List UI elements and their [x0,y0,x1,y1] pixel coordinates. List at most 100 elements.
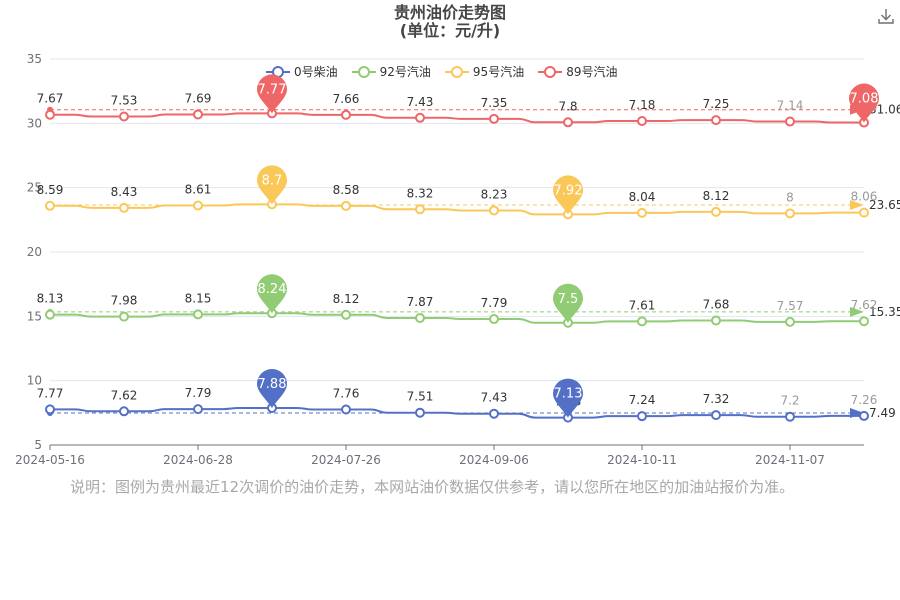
data-label: 8.32 [407,186,434,200]
data-label: 7.2 [780,394,799,408]
y-tick-label: 25 [27,181,42,195]
average-label: 7.49 [869,406,896,420]
data-label: 8.23 [481,187,508,201]
data-point [785,316,795,327]
download-icon[interactable] [876,6,896,26]
data-label: 7.79 [185,386,212,400]
data-label: 8.12 [703,189,730,203]
data-point [45,309,55,320]
data-point [859,207,869,218]
data-label: 8.12 [333,292,360,306]
min-pin-label: 7.92 [554,183,583,198]
data-label: 8 [786,190,794,204]
x-tick-label: 2024-09-06 [459,453,529,467]
data-point [119,406,129,417]
data-point [489,314,499,325]
y-tick-label: 30 [27,116,42,130]
data-point [785,208,795,219]
data-point [489,205,499,216]
chart-subtitle: (单位：元/升) [399,21,501,40]
data-point [193,404,203,415]
series-line [50,112,864,124]
legend-label: 92号汽油 [379,65,431,79]
max-pin [257,368,287,408]
data-point [785,116,795,127]
y-tick-label: 10 [27,374,42,388]
data-label: 8.15 [185,291,212,305]
legend-marker-icon [538,65,563,78]
data-point [341,309,351,320]
average-label: 15.35 [869,305,900,319]
average-label: 31.06 [869,103,900,117]
data-point [45,200,55,211]
max-pin-label: 7.88 [258,377,287,392]
legend-marker-icon [444,65,469,78]
data-label: 7.61 [629,298,656,312]
data-label: 7.67 [37,92,64,106]
data-point [341,109,351,120]
data-point [637,207,647,218]
data-point [415,112,425,123]
data-point [489,113,499,124]
data-point [45,109,55,120]
max-pin-label: 8.7 [262,173,283,188]
legend-item-gas-89[interactable]: 89号汽油 [538,63,617,80]
data-label: 7.8 [558,99,577,113]
data-label: 8.06 [851,190,878,204]
max-pin [257,274,287,314]
x-tick-label: 2024-05-16 [15,453,85,467]
data-label: 7.43 [407,95,434,109]
legend-item-gas-92[interactable]: 92号汽油 [351,63,431,80]
legend-label: 95号汽油 [472,65,525,79]
average-label: 23.65 [869,198,900,212]
data-point [563,117,573,128]
x-tick-label: 2024-06-28 [163,453,233,467]
data-label: 7.69 [185,91,212,105]
data-label: 7.98 [111,294,138,308]
data-label: 7.53 [111,94,138,108]
data-point [415,313,425,324]
y-tick-label: 20 [27,245,42,259]
data-label: 7.57 [777,299,804,313]
data-point [415,407,425,418]
data-point [415,204,425,215]
data-point [193,309,203,320]
data-label: 7.62 [851,298,878,312]
data-point [711,115,721,126]
max-pin [257,74,287,114]
data-point [785,411,795,422]
data-label: 8.13 [37,292,64,306]
x-tick-label: 2024-10-11 [607,453,677,467]
series-line [50,312,864,324]
min-pin [849,83,879,123]
data-point [193,200,203,211]
data-point [859,316,869,327]
chart-title-block: 贵州油价走势图 (单位：元/升) [0,4,900,40]
data-label: 7.87 [407,295,434,309]
data-label: 7.24 [629,393,656,407]
average-arrow [850,306,864,317]
data-point [341,200,351,211]
data-label: 7.62 [111,388,138,402]
legend-label: 89号汽油 [566,65,618,79]
data-label: 7.26 [851,393,878,407]
data-point [45,404,55,415]
max-pin [257,165,287,205]
data-point [119,202,129,213]
data-label: 7.68 [703,297,730,311]
data-point [711,410,721,421]
max-pin-label: 8.24 [258,282,287,297]
average-arrow [850,200,864,211]
x-tick-label: 2024-11-07 [755,453,825,467]
x-tick-label: 2024-07-26 [311,453,381,467]
min-pin [553,175,583,215]
data-label: 7.43 [481,391,508,405]
data-point [119,111,129,122]
data-point [119,311,129,322]
data-label: 7.77 [37,386,64,400]
legend-item-gas-95[interactable]: 95号汽油 [444,63,525,80]
series-line [50,203,864,216]
data-label: 7.14 [777,99,804,113]
y-tick-label: 5 [34,438,42,452]
